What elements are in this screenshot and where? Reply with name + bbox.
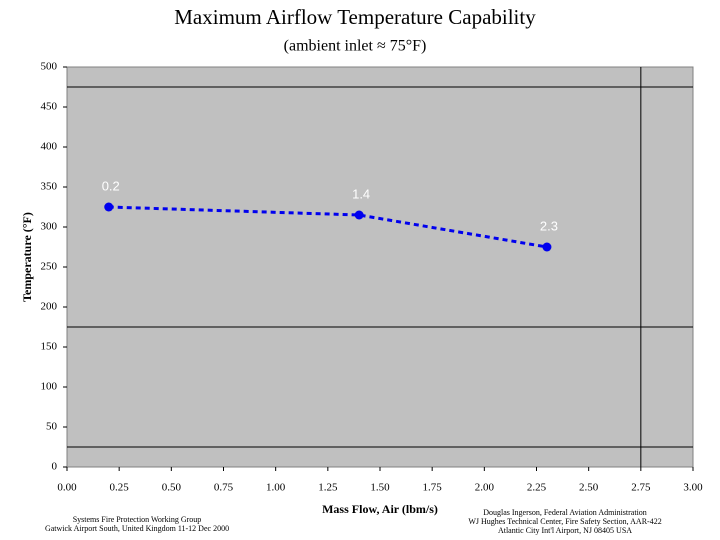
x-tick-label: 3.00 [683, 482, 703, 494]
point-label: 1.4 [352, 186, 370, 201]
plot-area [66, 66, 694, 468]
point-label: 0.2 [102, 178, 120, 193]
data-line [108, 205, 548, 249]
y-axis-label: Temperature (°F) [20, 212, 34, 302]
y-tick-label: 300 [41, 221, 58, 233]
y-tick-label: 400 [41, 141, 58, 153]
y-tick-label: 0 [52, 461, 58, 473]
x-tick-label: 0.50 [162, 482, 182, 494]
x-tick-label: 0.25 [110, 482, 130, 494]
x-tick-label: 0.00 [57, 482, 77, 494]
x-tick-label: 1.25 [318, 482, 338, 494]
x-tick-label: 2.00 [475, 482, 495, 494]
y-tick-label: 350 [41, 181, 58, 193]
y-tick-label: 200 [41, 301, 58, 313]
chart-title: Maximum Airflow Temperature Capability [174, 5, 536, 29]
y-tick-label: 500 [41, 61, 58, 73]
x-tick-label: 1.50 [370, 482, 390, 494]
x-tick-label: 2.50 [579, 482, 599, 494]
footer-right: WJ Hughes Technical Center, Fire Safety … [468, 517, 661, 526]
x-tick-label: 0.75 [214, 482, 234, 494]
y-tick-label: 150 [41, 341, 58, 353]
x-axis-label: Mass Flow, Air (lbm/s) [322, 502, 438, 516]
footer-right: Atlantic City Int'l Airport, NJ 08405 US… [498, 526, 632, 535]
y-tick-label: 450 [41, 101, 58, 113]
y-tick-label: 100 [41, 381, 58, 393]
data-point [354, 210, 364, 220]
footer-left: Gatwick Airport South, United Kingdom 11… [45, 524, 229, 533]
point-label: 2.3 [540, 218, 558, 233]
data-point [542, 242, 552, 252]
footer-right: Douglas Ingerson, Federal Aviation Admin… [483, 508, 647, 517]
data-point [104, 202, 114, 212]
x-tick-label: 1.00 [266, 482, 286, 494]
footer-left: Systems Fire Protection Working Group [73, 515, 202, 524]
y-tick-label: 50 [46, 421, 58, 433]
y-tick-label: 250 [41, 261, 58, 273]
x-tick-label: 2.75 [631, 482, 651, 494]
x-tick-label: 1.75 [423, 482, 443, 494]
x-tick-label: 2.25 [527, 482, 547, 494]
chart-subtitle: (ambient inlet ≈ 75°F) [284, 38, 427, 55]
